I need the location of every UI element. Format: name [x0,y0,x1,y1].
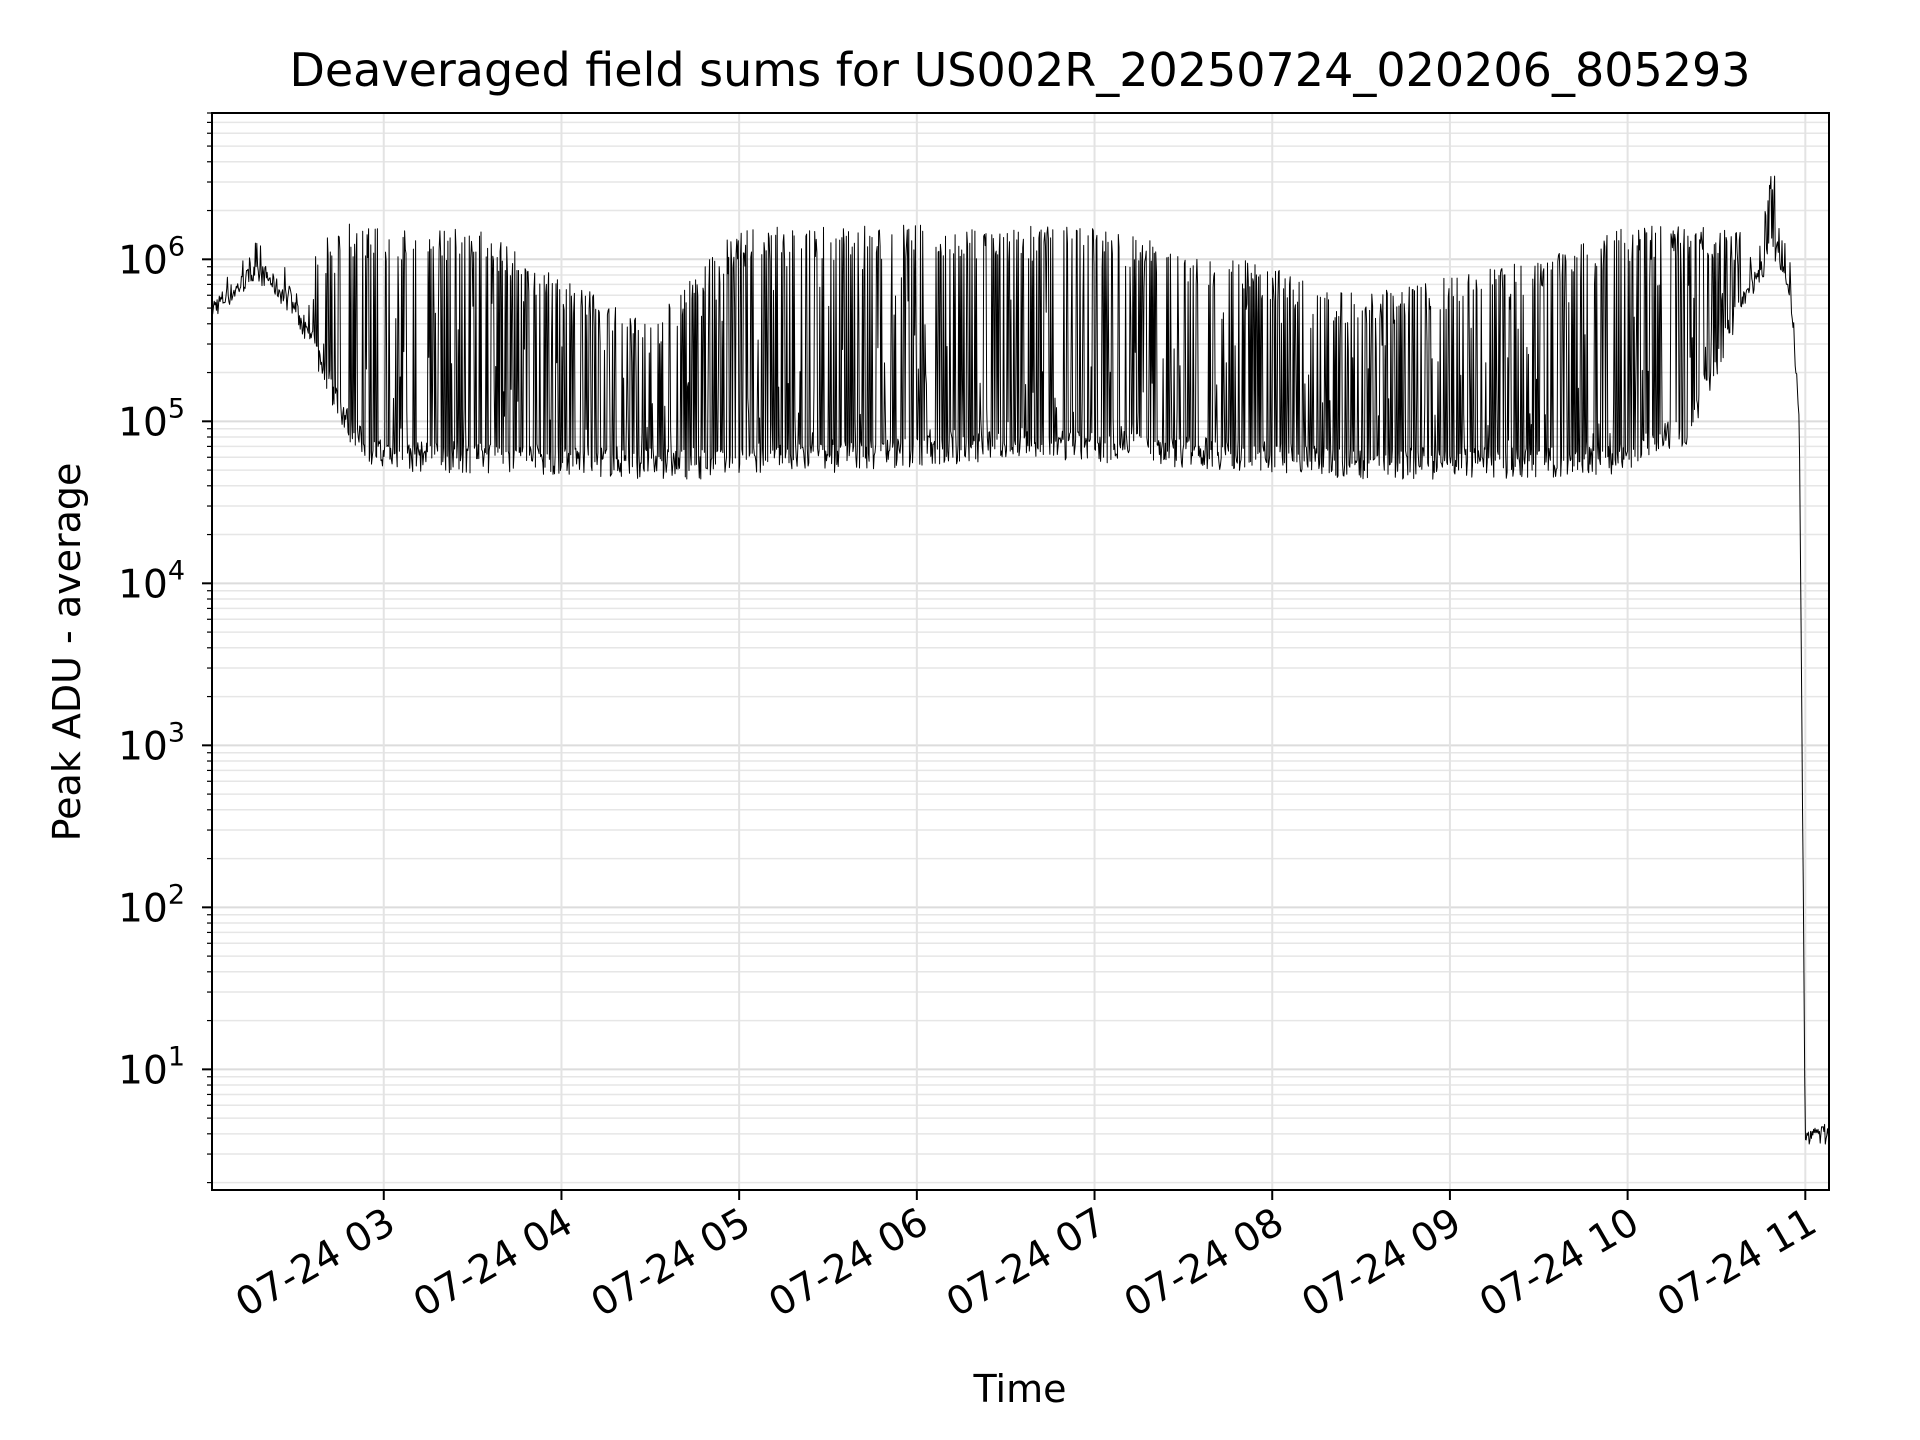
y-tick-base: 10 [118,400,168,445]
grid [212,112,1829,1190]
y-tick-base: 10 [118,724,168,769]
series-line [211,175,1830,1145]
y-tick-exponent: 6 [168,231,185,262]
y-tick-label: 101 [118,1041,185,1093]
y-tick-label: 105 [118,393,185,445]
y-tick-base: 10 [118,886,168,931]
y-tick-exponent: 4 [168,555,185,586]
y-tick-label: 102 [118,879,185,931]
y-tick-label: 104 [118,555,185,607]
chart-title: Deaveraged field sums for US002R_2025072… [289,43,1750,97]
plot-frame [211,112,1830,1191]
y-tick-label: 106 [118,231,185,283]
y-tick-exponent: 5 [168,393,185,424]
x-axis-label: Time [973,1367,1067,1411]
y-tick-exponent: 1 [168,1041,185,1072]
y-tick-label: 103 [118,717,185,769]
y-tick-exponent: 2 [168,879,185,910]
y-tick-base: 10 [118,238,168,283]
y-axis-label: Peak ADU - average [45,463,89,842]
y-tick-base: 10 [118,1048,168,1093]
y-tick-base: 10 [118,562,168,607]
series-area [211,175,1830,1145]
y-tick-exponent: 3 [168,717,185,748]
